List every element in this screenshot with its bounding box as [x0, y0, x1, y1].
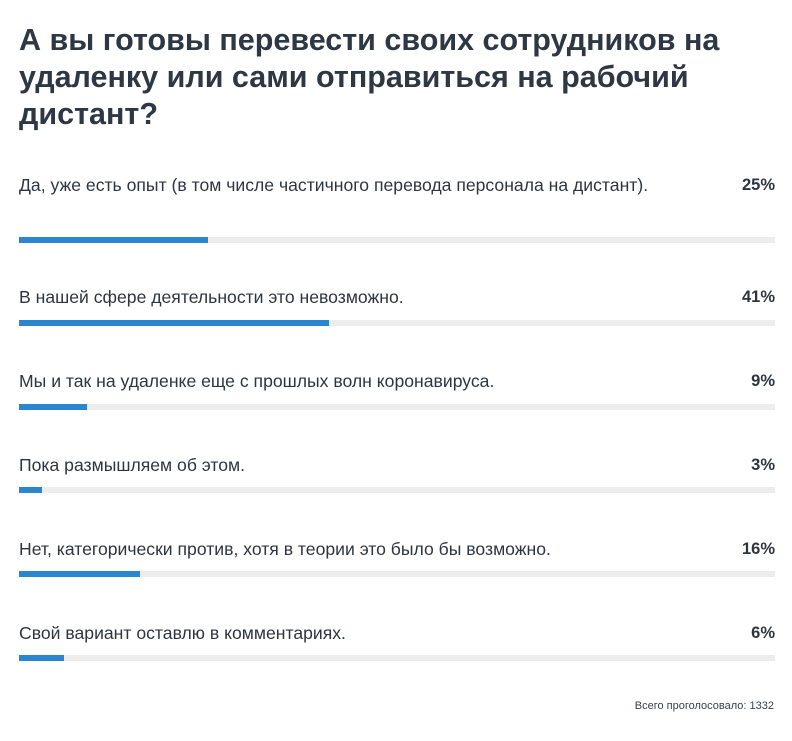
poll-option-bar-track — [19, 655, 775, 661]
poll-option-label: Мы и так на удаленке еще с прошлых волн … — [19, 371, 495, 391]
poll-option[interactable]: Нет, категорически против, хотя в теории… — [19, 536, 775, 577]
poll-option[interactable]: Пока размышляем об этом. 3% — [19, 452, 775, 493]
poll-option-bar-fill — [19, 655, 65, 661]
poll-option-percent: 16% — [741, 540, 775, 558]
poll-option-label: В нашей сфере деятельности это невозможн… — [19, 287, 404, 307]
poll-option-percent: 6% — [751, 624, 775, 642]
poll-option-bar-fill — [19, 487, 42, 493]
poll-option-percent: 9% — [751, 372, 775, 390]
poll-header: А вы готовы перевести своих сотрудников … — [19, 22, 775, 133]
poll-option-bar-track — [19, 487, 775, 493]
poll-option-bar-fill — [19, 237, 208, 243]
poll-title: А вы готовы перевести своих сотрудников … — [19, 23, 720, 131]
poll-option-label: Свой вариант оставлю в комментариях. — [19, 623, 346, 643]
poll-option-percent: 3% — [751, 456, 775, 474]
poll-option[interactable]: В нашей сфере деятельности это невозможн… — [19, 284, 775, 326]
poll-option-label: Нет, категорически против, хотя в теории… — [19, 539, 551, 559]
poll-option-bar-fill — [19, 571, 140, 577]
poll-option-label: Пока размышляем об этом. — [19, 455, 246, 475]
poll-option[interactable]: Свой вариант оставлю в комментариях. 6% — [19, 620, 775, 661]
poll-option[interactable]: Мы и так на удаленке еще с прошлых волн … — [19, 368, 775, 410]
poll-option-bar-fill — [19, 404, 88, 410]
poll-option-percent: 25% — [741, 176, 775, 194]
poll-option-label: Да, уже есть опыт (в том числе частичног… — [19, 175, 649, 195]
poll-option-bar-track — [19, 571, 775, 577]
total-votes: Всего проголосовало: 1332 — [634, 700, 774, 712]
poll-option-bar-track — [19, 237, 775, 243]
poll-option-bar-track — [19, 404, 775, 410]
poll-option[interactable]: Да, уже есть опыт (в том числе частичног… — [19, 172, 775, 243]
poll-option-bar-fill — [19, 320, 329, 326]
poll-option-percent: 41% — [741, 288, 775, 306]
poll-option-bar-track — [19, 320, 775, 326]
